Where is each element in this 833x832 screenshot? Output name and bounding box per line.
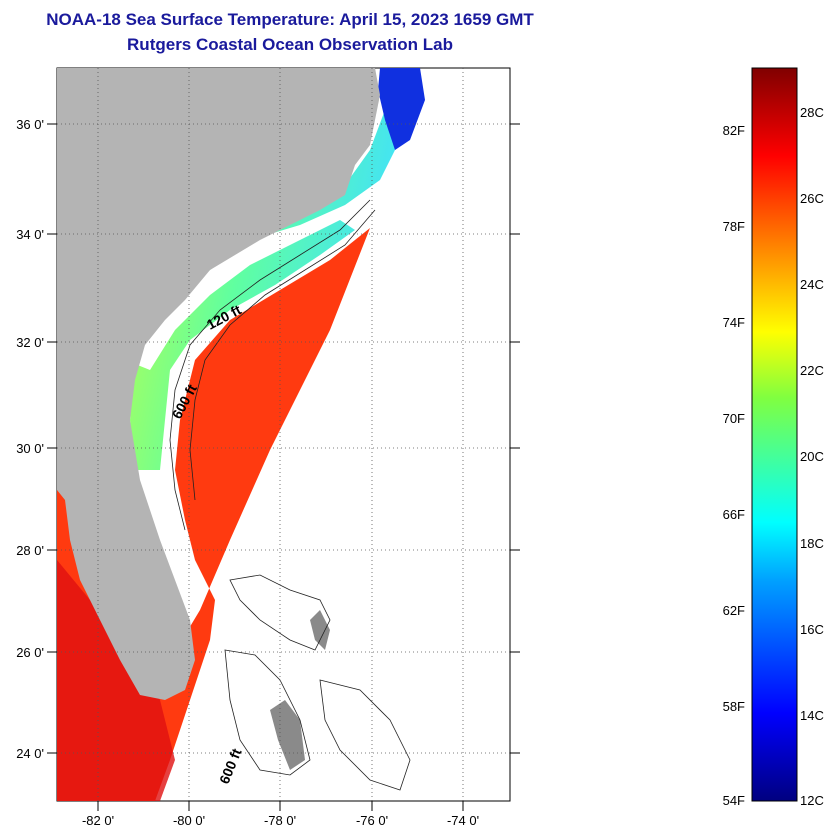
colorbar-label-c: 16C [800,622,824,637]
bathymetry-contours [169,199,411,791]
land-southeast-us [57,68,380,700]
lat-label: 24 0' [16,746,44,761]
bahamas-islands [270,610,330,770]
colorbar-label-f: 78F [723,219,745,234]
lon-label: -74 0' [447,813,479,828]
lon-label: -82 0' [82,813,114,828]
longitude-labels: -82 0' -80 0' -78 0' -76 0' -74 0' [82,813,479,828]
lon-label: -76 0' [356,813,388,828]
colorbar-celsius-labels: 28C 26C 24C 22C 20C 18C 16C 14C 12C [800,105,824,808]
sst-cold-sound [378,68,425,150]
lat-label: 30 0' [16,441,44,456]
map-title: NOAA-18 Sea Surface Temperature: April 1… [46,10,534,29]
colorbar-fahrenheit-labels: 82F 78F 74F 70F 66F 62F 58F 54F [723,123,745,808]
lon-label: -80 0' [173,813,205,828]
colorbar-label-c: 14C [800,708,824,723]
lat-label: 32 0' [16,335,44,350]
lon-label: -78 0' [264,813,296,828]
colorbar-label-c: 22C [800,363,824,378]
colorbar-label-f: 54F [723,793,745,808]
map-subtitle: Rutgers Coastal Ocean Observation Lab [127,35,453,54]
colorbar-label-c: 20C [800,449,824,464]
colorbar-label-f: 70F [723,411,745,426]
lat-label: 28 0' [16,543,44,558]
sst-swath-hot [57,560,175,801]
colorbar-label-f: 74F [723,315,745,330]
colorbar-label-f: 58F [723,699,745,714]
colorbar-label-f: 66F [723,507,745,522]
colorbar [751,67,798,802]
sst-coastal-band [125,68,410,470]
colorbar-label-f: 82F [723,123,745,138]
colorbar-label-f: 62F [723,603,745,618]
latitude-labels: 36 0' 34 0' 32 0' 30 0' 28 0' 26 0' 24 0… [16,117,44,761]
colorbar-label-c: 12C [800,793,824,808]
lat-label: 36 0' [16,117,44,132]
lat-label: 26 0' [16,645,44,660]
colorbar-label-c: 26C [800,191,824,206]
lat-label: 34 0' [16,227,44,242]
colorbar-label-c: 24C [800,277,824,292]
colorbar-label-c: 28C [800,105,824,120]
colorbar-label-c: 18C [800,536,824,551]
axis-ticks [47,123,520,811]
